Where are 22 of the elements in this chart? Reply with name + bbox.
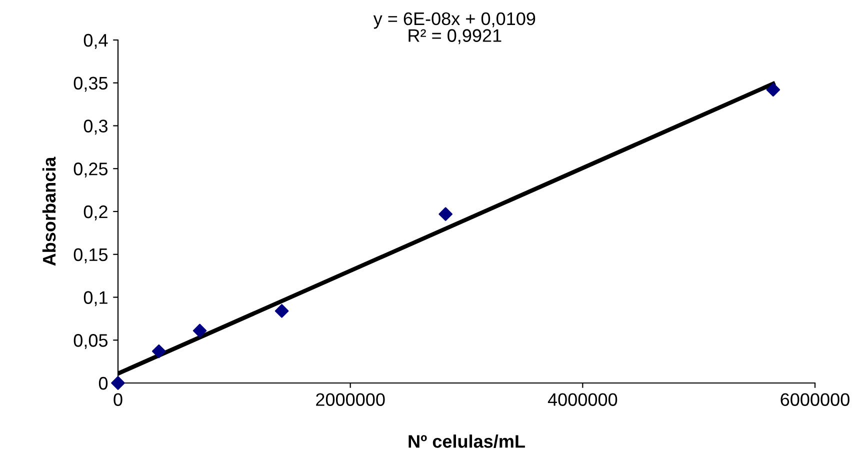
point bbox=[152, 344, 166, 358]
annotation: y = 6E-08x + 0,0109 R² = 0,9921 bbox=[373, 12, 536, 44]
y-tick-label: 0,2 bbox=[84, 205, 108, 220]
y-tick-label: 0,1 bbox=[84, 291, 108, 306]
point bbox=[192, 324, 207, 338]
x-axis-title: Nº celulas/mL bbox=[408, 434, 525, 448]
point bbox=[766, 82, 780, 97]
x-tick-label: 4000000 bbox=[548, 393, 618, 406]
y-tick-label: 0,15 bbox=[74, 248, 108, 264]
x-tick-label: 6000000 bbox=[780, 393, 850, 406]
y-tick-label: 0,4 bbox=[84, 34, 108, 49]
x-tick-label: 0 bbox=[114, 393, 122, 406]
point bbox=[274, 304, 289, 318]
y-tick-label: 0 bbox=[98, 376, 108, 390]
y-tick-label: 0,35 bbox=[74, 76, 108, 92]
point bbox=[438, 207, 452, 221]
y-tick-label: 0,05 bbox=[74, 334, 108, 349]
y-axis-title: Absorbancia bbox=[42, 156, 56, 266]
y-tick-label: 0,25 bbox=[74, 162, 108, 178]
point bbox=[111, 376, 125, 390]
y-tick-label: 0,3 bbox=[84, 120, 108, 135]
x-tick-label: 2000000 bbox=[316, 393, 385, 406]
